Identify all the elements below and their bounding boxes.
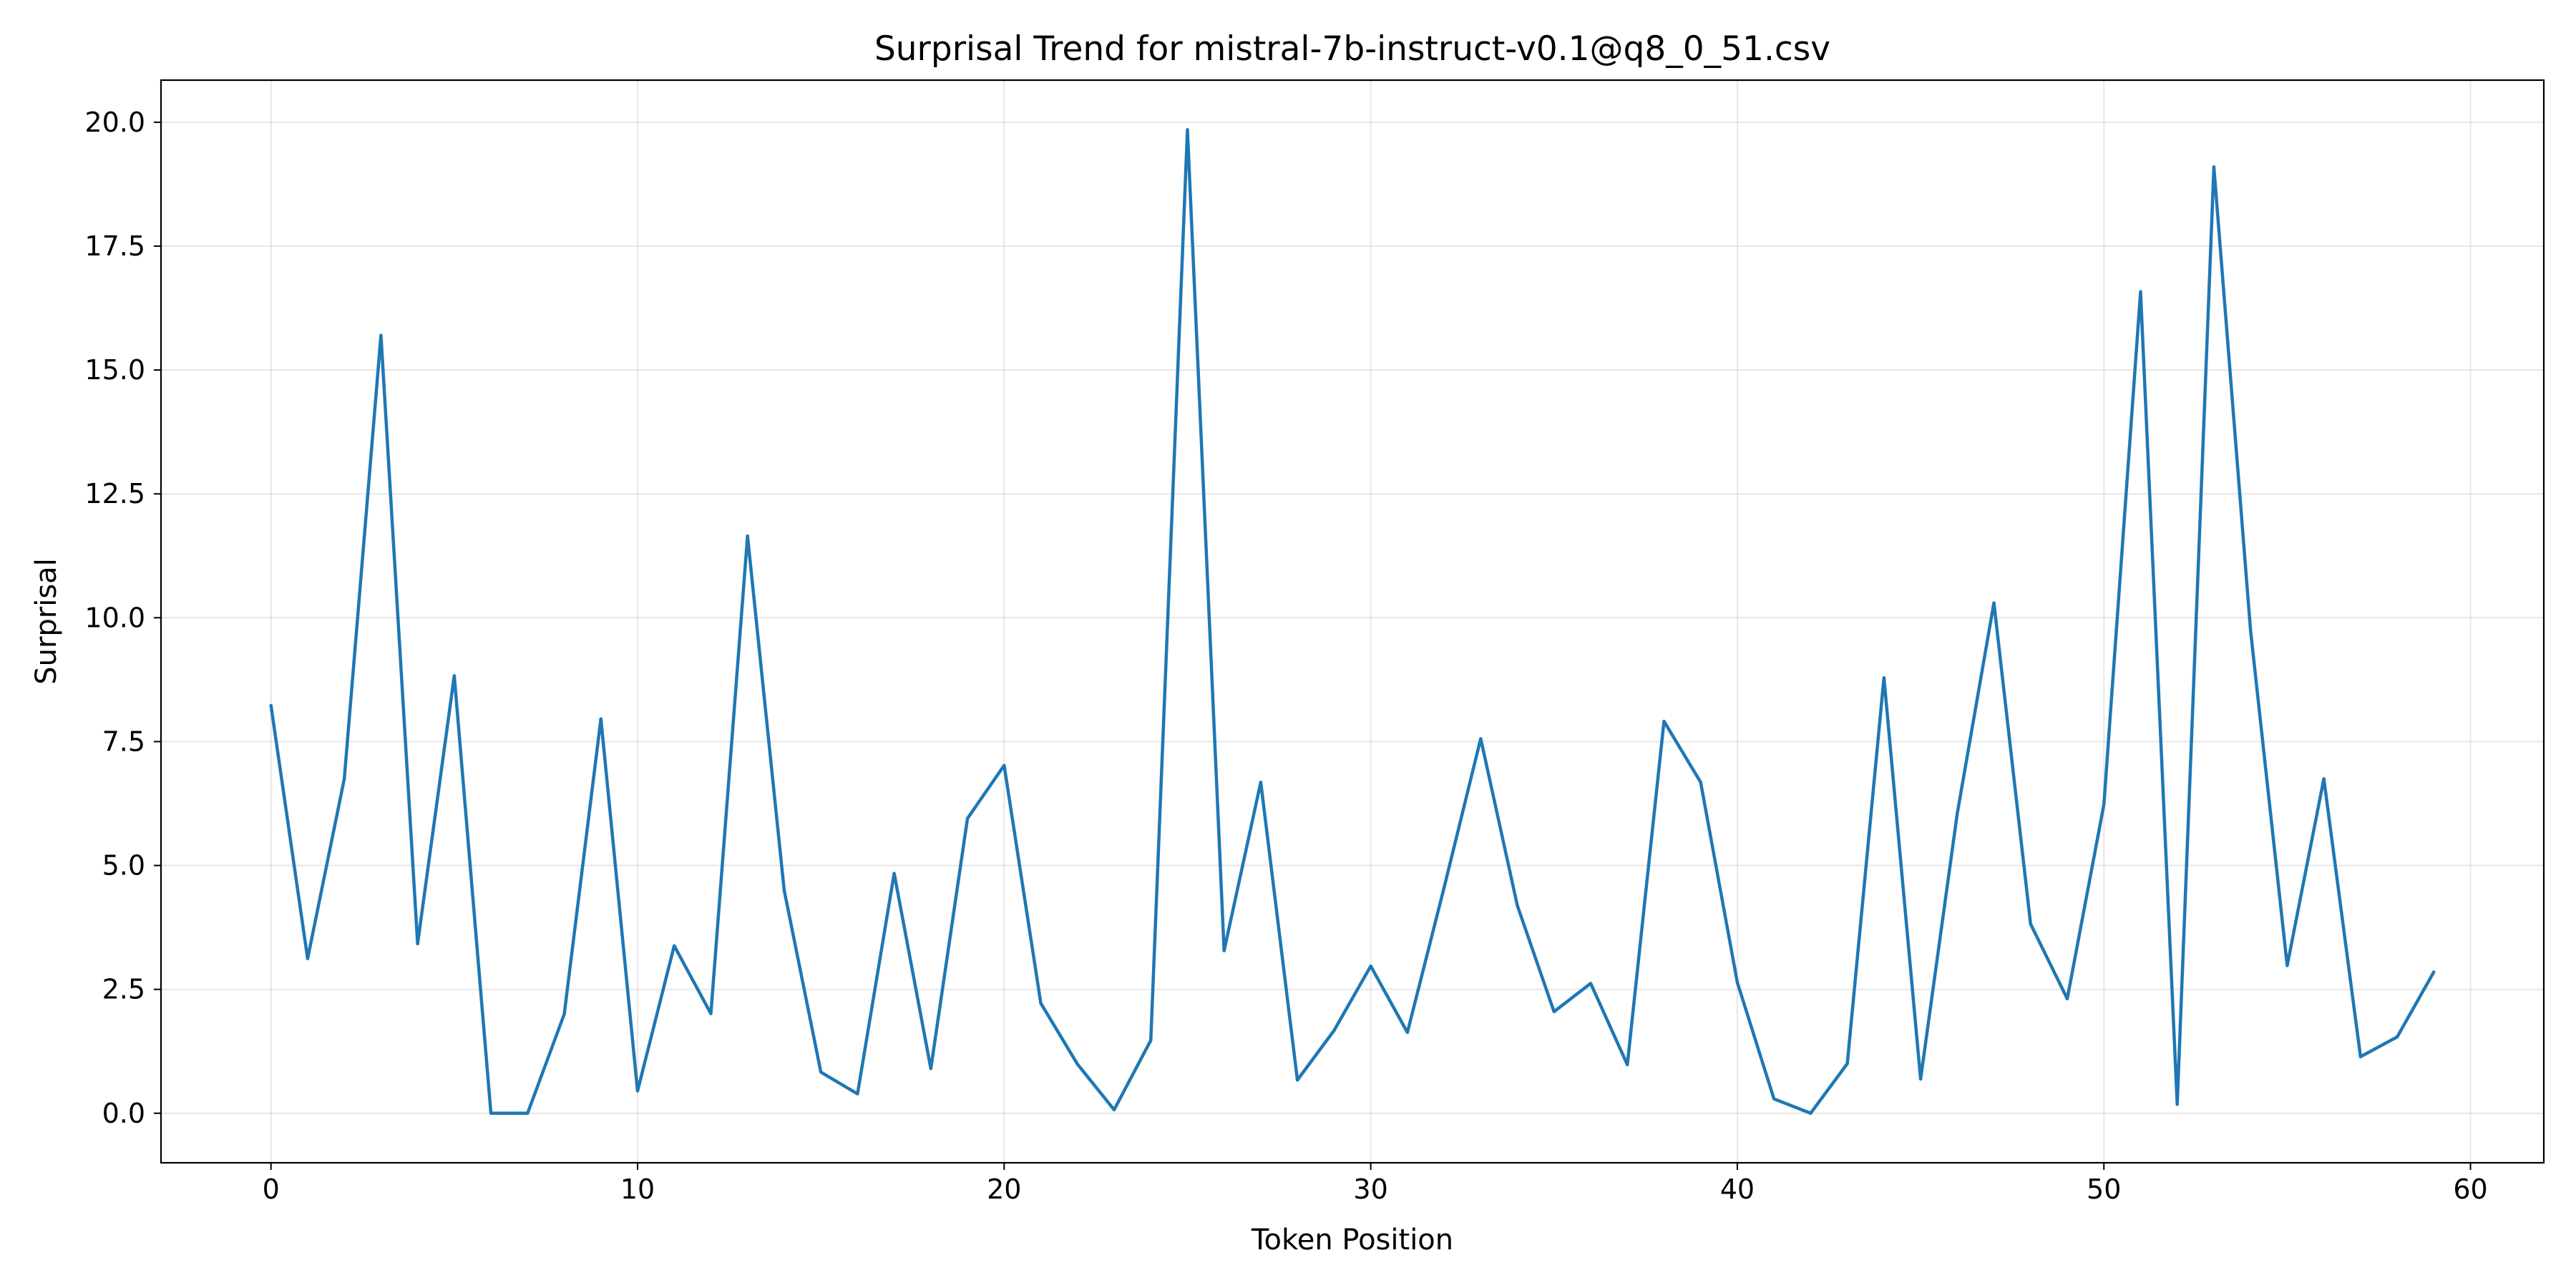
x-tick-label: 60: [2453, 1174, 2487, 1205]
y-tick-label: 7.5: [102, 726, 145, 757]
series-layer: [269, 127, 2436, 1116]
y-tick-label: 10.0: [84, 602, 145, 633]
axis-ticks: 0 10 20 30 40 50 60 0.0 2.5 5.0 7.5 10.0 12.5 15.0 17.…: [84, 107, 2487, 1205]
x-tick-label: 10: [620, 1174, 655, 1205]
grid-lines: [161, 80, 2544, 1163]
y-tick-label: 15.0: [84, 354, 145, 386]
y-tick-label: 20.0: [84, 107, 145, 138]
chart-title: Surprisal Trend for mistral-7b-instruct-…: [874, 29, 1830, 69]
y-tick-label: 17.5: [84, 230, 145, 262]
x-tick-label: 30: [1353, 1174, 1387, 1205]
y-tick-label: 12.5: [84, 478, 145, 509]
y-tick-label: 5.0: [102, 850, 145, 882]
x-tick-label: 40: [1720, 1174, 1755, 1205]
x-tick-label: 20: [987, 1174, 1021, 1205]
series-line: [269, 127, 2436, 1116]
x-axis-title: Token Position: [1251, 1224, 1453, 1257]
plot-frame: [160, 79, 2545, 1164]
y-tick-label: 2.5: [102, 974, 145, 1005]
y-axis-title: Surprisal: [30, 558, 63, 685]
y-tick-label: 0.0: [102, 1098, 145, 1129]
x-tick-label: 0: [263, 1174, 280, 1205]
x-tick-label: 50: [2087, 1174, 2121, 1205]
